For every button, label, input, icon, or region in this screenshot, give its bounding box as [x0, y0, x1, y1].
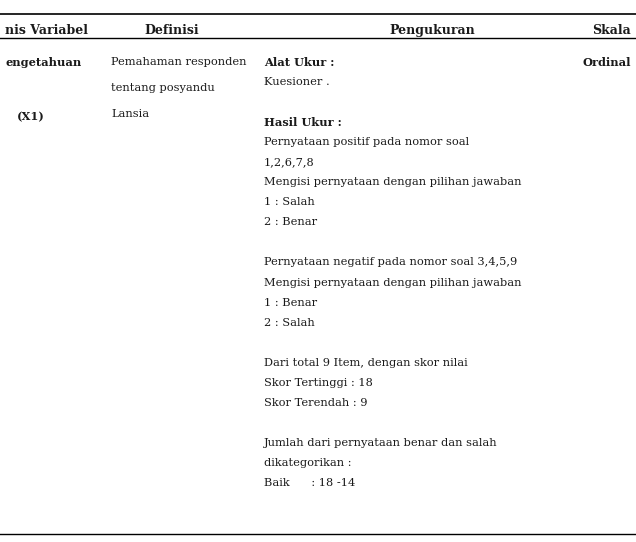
Text: Mengisi pernyataan dengan pilihan jawaban: Mengisi pernyataan dengan pilihan jawaba…	[264, 177, 522, 187]
Text: 1 : Salah: 1 : Salah	[264, 197, 315, 207]
Text: Pernyataan positif pada nomor soal: Pernyataan positif pada nomor soal	[264, 137, 469, 147]
Text: Kuesioner .: Kuesioner .	[264, 77, 329, 87]
Text: 2 : Salah: 2 : Salah	[264, 318, 315, 327]
Text: Skala: Skala	[592, 24, 631, 37]
Text: Ordinal: Ordinal	[583, 57, 631, 68]
Text: Pernyataan negatif pada nomor soal 3,4,5,9: Pernyataan negatif pada nomor soal 3,4,5…	[264, 257, 517, 267]
Text: dikategorikan :: dikategorikan :	[264, 458, 352, 468]
Text: Pemahaman responden: Pemahaman responden	[111, 57, 247, 67]
Text: Jumlah dari pernyataan benar dan salah: Jumlah dari pernyataan benar dan salah	[264, 438, 497, 448]
Text: Hasil Ukur :: Hasil Ukur :	[264, 117, 342, 128]
Text: Alat Ukur :: Alat Ukur :	[264, 57, 335, 68]
Text: Skor Terendah : 9: Skor Terendah : 9	[264, 398, 368, 408]
Text: 1 : Benar: 1 : Benar	[264, 298, 317, 307]
Text: 1,2,6,7,8: 1,2,6,7,8	[264, 157, 315, 167]
Text: Baik      : 18 -14: Baik : 18 -14	[264, 478, 355, 488]
Text: Skor Tertinggi : 18: Skor Tertinggi : 18	[264, 378, 373, 388]
Text: Dari total 9 Item, dengan skor nilai: Dari total 9 Item, dengan skor nilai	[264, 358, 467, 367]
Text: tentang posyandu: tentang posyandu	[111, 83, 215, 93]
Text: Definisi: Definisi	[144, 24, 199, 37]
Text: 2 : Benar: 2 : Benar	[264, 217, 317, 227]
Text: (X1): (X1)	[17, 111, 45, 122]
Text: Pengukuran: Pengukuran	[390, 24, 475, 37]
Text: engetahuan: engetahuan	[5, 57, 81, 68]
Text: Mengisi pernyataan dengan pilihan jawaban: Mengisi pernyataan dengan pilihan jawaba…	[264, 278, 522, 287]
Text: nis Variabel: nis Variabel	[5, 24, 88, 37]
Text: Lansia: Lansia	[111, 109, 149, 119]
